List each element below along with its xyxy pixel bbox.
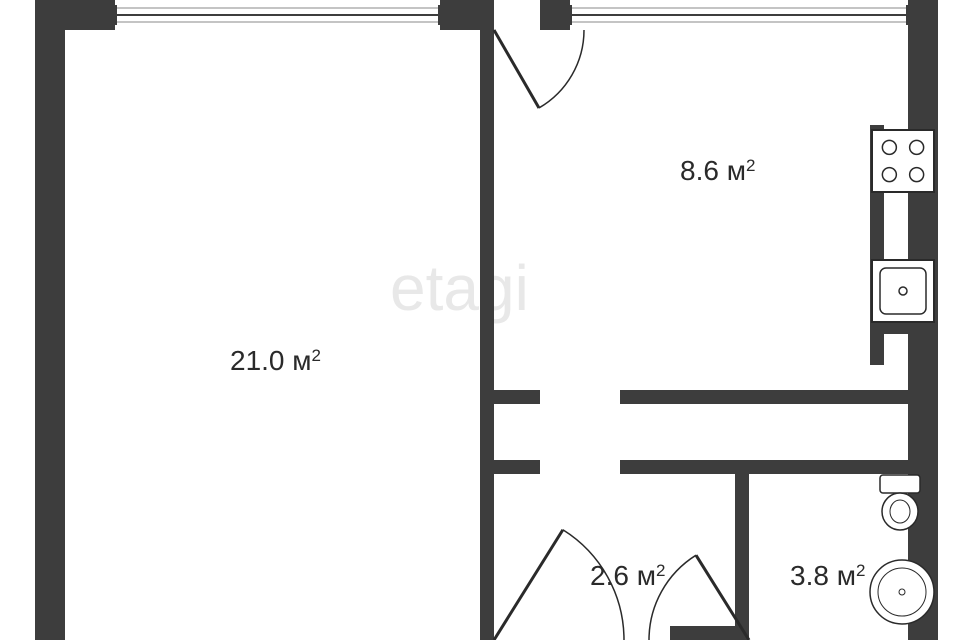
room-label-kitchen: 8.6 м2 (680, 155, 755, 186)
inner-wall (620, 460, 938, 474)
outer-wall (908, 30, 938, 640)
inner-wall (620, 390, 938, 404)
fixture-toilet (880, 475, 920, 530)
fixture-basin (870, 560, 934, 624)
outer-wall (908, 0, 938, 30)
fixture-stove (872, 130, 934, 192)
outer-wall (670, 626, 742, 640)
inner-wall (735, 460, 749, 640)
inner-wall (480, 460, 540, 474)
outer-wall (35, 0, 65, 640)
room-label-living: 21.0 м2 (230, 345, 321, 376)
outer-wall (540, 0, 570, 30)
window (568, 5, 910, 25)
outer-wall (440, 0, 494, 30)
inner-wall (480, 30, 494, 640)
fixture-sink_kitchen (872, 260, 934, 322)
inner-wall (480, 390, 540, 404)
window (113, 5, 442, 25)
room-label-bath: 3.8 м2 (790, 560, 865, 591)
room-label-hall: 2.6 м2 (590, 560, 665, 591)
watermark-text: etagi (390, 252, 529, 324)
